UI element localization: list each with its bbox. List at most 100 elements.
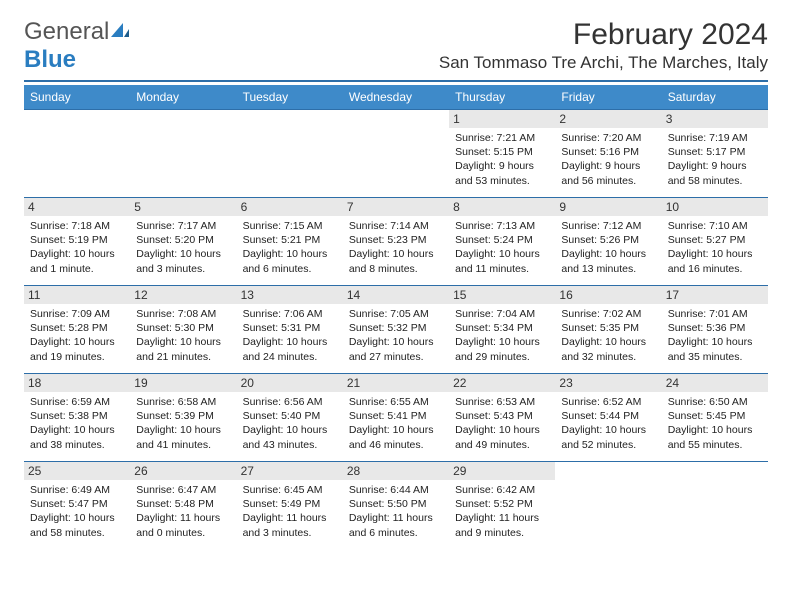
daylight-text: Daylight: 10 hours (668, 247, 762, 261)
daylight-text: Daylight: 10 hours (30, 423, 124, 437)
sunrise-text: Sunrise: 6:47 AM (136, 483, 230, 497)
calendar-day-cell: 1 Sunrise: 7:21 AMSunset: 5:15 PMDaylight… (449, 110, 555, 198)
daylight-text: Daylight: 10 hours (668, 335, 762, 349)
sunrise-text: Sunrise: 6:58 AM (136, 395, 230, 409)
daylight-text-2: and 38 minutes. (30, 438, 124, 452)
daylight-text: Daylight: 10 hours (349, 335, 443, 349)
daylight-text: Daylight: 11 hours (136, 511, 230, 525)
sunrise-text: Sunrise: 7:08 AM (136, 307, 230, 321)
sunrise-text: Sunrise: 7:06 AM (243, 307, 337, 321)
sunset-text: Sunset: 5:21 PM (243, 233, 337, 247)
sunset-text: Sunset: 5:20 PM (136, 233, 230, 247)
daylight-text-2: and 53 minutes. (455, 174, 549, 188)
calendar-day-cell: 23Sunrise: 6:52 AMSunset: 5:44 PMDayligh… (555, 374, 661, 462)
calendar-day-cell: 3Sunrise: 7:19 AMSunset: 5:17 PMDaylight… (662, 110, 768, 198)
logo-text-1: General (24, 18, 109, 45)
day-number: 5 (130, 198, 236, 216)
calendar-day-cell: 24Sunrise: 6:50 AMSunset: 5:45 PMDayligh… (662, 374, 768, 462)
day-info: Sunrise: 6:42 AMSunset: 5:52 PMDaylight:… (455, 483, 549, 540)
day-number: 13 (237, 286, 343, 304)
day-number: 29 (449, 462, 555, 480)
daylight-text: Daylight: 10 hours (30, 335, 124, 349)
day-number: 14 (343, 286, 449, 304)
weekday-header: Sunday (24, 85, 130, 110)
month-title: February 2024 (439, 18, 768, 52)
daylight-text: Daylight: 9 hours (455, 159, 549, 173)
day-info: Sunrise: 6:50 AMSunset: 5:45 PMDaylight:… (668, 395, 762, 452)
daylight-text-2: and 58 minutes. (30, 526, 124, 540)
sunrise-text: Sunrise: 7:15 AM (243, 219, 337, 233)
sunrise-text: Sunrise: 7:17 AM (136, 219, 230, 233)
day-number: 21 (343, 374, 449, 392)
sunset-text: Sunset: 5:24 PM (455, 233, 549, 247)
title-block: February 2024 San Tommaso Tre Archi, The… (439, 18, 768, 73)
day-number: 27 (237, 462, 343, 480)
day-info: Sunrise: 6:53 AMSunset: 5:43 PMDaylight:… (455, 395, 549, 452)
daylight-text: Daylight: 9 hours (668, 159, 762, 173)
day-number: 23 (555, 374, 661, 392)
day-info: Sunrise: 6:59 AMSunset: 5:38 PMDaylight:… (30, 395, 124, 452)
sunrise-text: Sunrise: 7:12 AM (561, 219, 655, 233)
day-info: Sunrise: 6:49 AMSunset: 5:47 PMDaylight:… (30, 483, 124, 540)
sunrise-text: Sunrise: 6:59 AM (30, 395, 124, 409)
calendar-day-cell: 20 Sunrise: 6:56 AMSunset: 5:40 PMDayligh… (237, 374, 343, 462)
daylight-text: Daylight: 10 hours (561, 423, 655, 437)
day-number: 17 (662, 286, 768, 304)
day-info: Sunrise: 7:01 AMSunset: 5:36 PMDaylight:… (668, 307, 762, 364)
sunrise-text: Sunrise: 6:52 AM (561, 395, 655, 409)
day-info: Sunrise: 7:12 AMSunset: 5:26 PMDaylight:… (561, 219, 655, 276)
daylight-text-2: and 35 minutes. (668, 350, 762, 364)
daylight-text: Daylight: 10 hours (349, 423, 443, 437)
daylight-text: Daylight: 11 hours (349, 511, 443, 525)
day-info: Sunrise: 6:55 AMSunset: 5:41 PMDaylight:… (349, 395, 443, 452)
day-number: 20 (237, 374, 343, 392)
logo-sail-icon (109, 18, 131, 45)
calendar-day-cell: 15Sunrise: 7:04 AMSunset: 5:34 PMDayligh… (449, 286, 555, 374)
day-info: Sunrise: 6:56 AMSunset: 5:40 PMDaylight:… (243, 395, 337, 452)
calendar-day-cell: 8Sunrise: 7:13 AMSunset: 5:24 PMDaylight… (449, 198, 555, 286)
day-info: Sunrise: 7:17 AMSunset: 5:20 PMDaylight:… (136, 219, 230, 276)
logo: GeneralBlue (24, 18, 131, 74)
day-info: Sunrise: 6:58 AMSunset: 5:39 PMDaylight:… (136, 395, 230, 452)
daylight-text: Daylight: 10 hours (243, 335, 337, 349)
weekday-header: Monday (130, 85, 236, 110)
daylight-text: Daylight: 10 hours (455, 423, 549, 437)
day-info: Sunrise: 7:15 AMSunset: 5:21 PMDaylight:… (243, 219, 337, 276)
daylight-text-2: and 16 minutes. (668, 262, 762, 276)
daylight-text: Daylight: 10 hours (455, 247, 549, 261)
sunset-text: Sunset: 5:47 PM (30, 497, 124, 511)
day-info: Sunrise: 7:02 AMSunset: 5:35 PMDaylight:… (561, 307, 655, 364)
calendar-week-row: 18Sunrise: 6:59 AMSunset: 5:38 PMDayligh… (24, 374, 768, 462)
day-number: 3 (662, 110, 768, 128)
calendar-empty-cell (662, 462, 768, 550)
day-info: Sunrise: 7:04 AMSunset: 5:34 PMDaylight:… (455, 307, 549, 364)
sunset-text: Sunset: 5:30 PM (136, 321, 230, 335)
sunrise-text: Sunrise: 6:45 AM (243, 483, 337, 497)
sunrise-text: Sunrise: 7:09 AM (30, 307, 124, 321)
daylight-text-2: and 58 minutes. (668, 174, 762, 188)
daylight-text: Daylight: 10 hours (561, 335, 655, 349)
day-number: 2 (555, 110, 661, 128)
calendar-day-cell: 29 Sunrise: 6:42 AMSunset: 5:52 PMDayligh… (449, 462, 555, 550)
calendar-week-row: 4Sunrise: 7:18 AMSunset: 5:19 PMDaylight… (24, 198, 768, 286)
weekday-header: Friday (555, 85, 661, 110)
daylight-text: Daylight: 10 hours (349, 247, 443, 261)
daylight-text-2: and 8 minutes. (349, 262, 443, 276)
calendar-day-cell: 27Sunrise: 6:45 AMSunset: 5:49 PMDayligh… (237, 462, 343, 550)
day-number: 1 (449, 110, 555, 128)
calendar-day-cell: 17 Sunrise: 7:01 AMSunset: 5:36 PMDayligh… (662, 286, 768, 374)
day-info: Sunrise: 7:21 AMSunset: 5:15 PMDaylight:… (455, 131, 549, 188)
day-number: 6 (237, 198, 343, 216)
daylight-text: Daylight: 11 hours (455, 511, 549, 525)
location: San Tommaso Tre Archi, The Marches, Ital… (439, 53, 768, 73)
sunset-text: Sunset: 5:31 PM (243, 321, 337, 335)
sunset-text: Sunset: 5:34 PM (455, 321, 549, 335)
sunrise-text: Sunrise: 6:55 AM (349, 395, 443, 409)
daylight-text-2: and 19 minutes. (30, 350, 124, 364)
sunset-text: Sunset: 5:40 PM (243, 409, 337, 423)
calendar-week-row: 1 Sunrise: 7:21 AMSunset: 5:15 PMDaylight… (24, 110, 768, 198)
daylight-text: Daylight: 10 hours (668, 423, 762, 437)
day-info: Sunrise: 7:05 AMSunset: 5:32 PMDaylight:… (349, 307, 443, 364)
calendar-day-cell: 21 Sunrise: 6:55 AMSunset: 5:41 PMDayligh… (343, 374, 449, 462)
day-info: Sunrise: 7:06 AMSunset: 5:31 PMDaylight:… (243, 307, 337, 364)
